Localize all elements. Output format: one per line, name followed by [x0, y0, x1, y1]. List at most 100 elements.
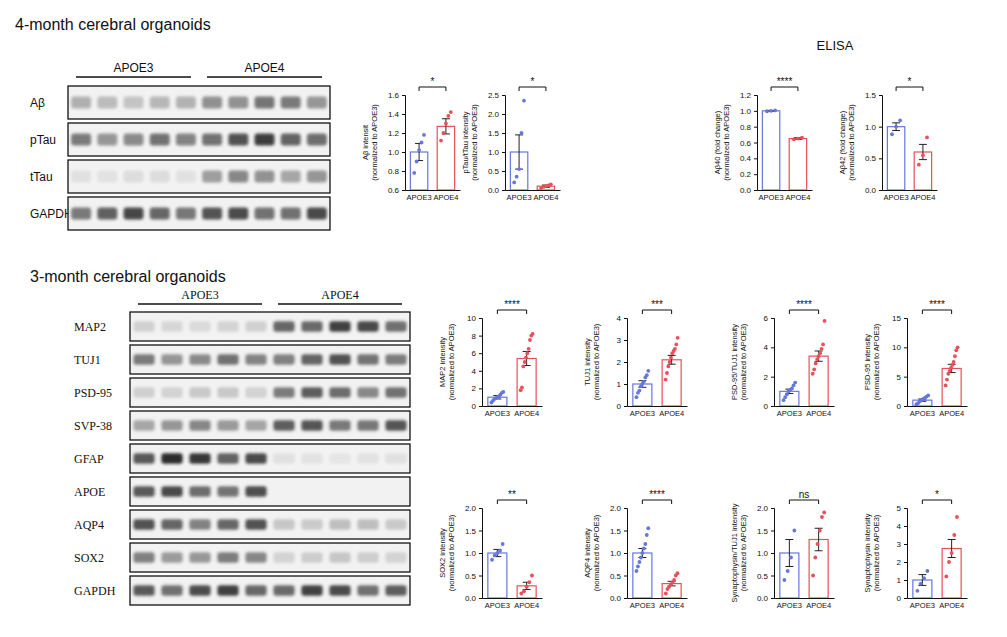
- data-point: [925, 136, 929, 140]
- x-tick-label: APOE3: [777, 409, 802, 418]
- x-axis: APOE3 APOE4: [483, 598, 543, 610]
- significance-label: ****: [777, 76, 793, 87]
- y-tick-label: 1.5: [610, 527, 622, 536]
- y-tick: 0.8: [388, 167, 405, 176]
- y-axis-title-line: AQP4 intensity: [583, 528, 592, 578]
- y-tick: 2.0: [488, 110, 505, 119]
- blot-band: [217, 354, 238, 364]
- bar-chart: 0.00.51.01.52.0APOE3APOE4Synaptophysin/T…: [730, 489, 835, 610]
- y-tick-label: 10: [467, 314, 476, 323]
- y-tick-mark: [624, 406, 627, 407]
- error-stem: [519, 135, 520, 169]
- blot-band: [301, 585, 322, 595]
- data-point: [515, 175, 519, 179]
- y-tick: 6: [472, 349, 482, 358]
- y-tick-mark: [754, 190, 757, 191]
- y-tick-mark: [904, 318, 907, 319]
- blot-section: 4-month cerebral organoidsAPOE3APOE4AβpT…: [15, 16, 330, 230]
- y-axis: 0.00.51.01.52.02.5: [488, 91, 506, 195]
- y-tick: 6: [764, 314, 774, 323]
- y-tick: 0.0: [740, 186, 757, 195]
- x-tick: APOE4: [910, 190, 935, 202]
- data-point: [527, 347, 531, 351]
- blot-band: [301, 552, 322, 562]
- y-tick: 1.6: [388, 91, 405, 100]
- blot-row-label: SOX2: [74, 551, 104, 565]
- data-point: [645, 373, 649, 377]
- y-tick-label: 3: [617, 336, 622, 345]
- y-tick-label: 2.5: [488, 91, 500, 100]
- y-axis-title: MAP2 intensity(normalized to APOE3): [438, 323, 456, 400]
- significance-bracket: [789, 500, 818, 504]
- data-point: [816, 542, 820, 546]
- blot-band: [281, 208, 301, 220]
- plot-marks: [410, 110, 454, 190]
- data-point: [947, 560, 951, 564]
- y-axis: 051015: [892, 314, 907, 411]
- error-cap: [668, 355, 676, 356]
- x-tick-label: APOE3: [485, 601, 510, 610]
- x-tick: APOE4: [514, 598, 539, 610]
- blot-band: [301, 387, 322, 397]
- data-point: [524, 356, 528, 360]
- blot-band: [307, 208, 327, 220]
- plot-marks: [913, 345, 961, 406]
- group-label: APOE3: [113, 61, 153, 75]
- bar: [789, 139, 806, 190]
- y-tick: 0.5: [610, 572, 627, 581]
- data-point: [818, 351, 822, 355]
- x-tick-label: APOE3: [884, 193, 909, 202]
- data-point: [919, 582, 923, 586]
- blot-row-label: PSD-95: [74, 386, 112, 400]
- blot-section: 3-month cerebral organoidsAPOE3APOE4MAP2…: [30, 268, 410, 605]
- data-point: [664, 378, 668, 382]
- blot-band: [189, 519, 210, 529]
- blot-band: [133, 585, 154, 595]
- y-tick-mark: [904, 544, 907, 545]
- y-tick-mark: [624, 340, 627, 341]
- error-bar: [948, 540, 956, 558]
- error-bar: [918, 575, 926, 586]
- blot-band: [385, 585, 406, 595]
- y-tick-mark: [624, 318, 627, 319]
- error-bar: [415, 143, 423, 160]
- blot-band: [273, 519, 294, 529]
- blot-frame: [68, 86, 330, 119]
- blot-band: [245, 552, 266, 562]
- y-tick: 0.5: [465, 572, 482, 581]
- blot-band: [255, 134, 275, 146]
- y-tick: 2: [897, 558, 907, 567]
- bar-chart: 0246APOE3APOE4PSD-95/TUJ1 intensity(norm…: [730, 299, 835, 418]
- y-tick: 15: [892, 314, 907, 323]
- bar-chart: 051015APOE3APOE4PSD-95 intensity(normali…: [863, 299, 968, 418]
- data-point: [523, 360, 527, 364]
- blot-row-label: TUJ1: [74, 353, 101, 367]
- bar: [633, 384, 652, 406]
- y-axis: 0.00.20.40.60.81.01.2: [740, 91, 758, 195]
- y-tick-mark: [754, 127, 757, 128]
- blot-band: [189, 585, 210, 595]
- blot-band: [281, 171, 301, 183]
- y-tick-label: 0: [617, 402, 622, 411]
- data-point: [635, 395, 639, 399]
- y-axis: 01234: [617, 314, 628, 411]
- x-axis: APOE3APOE4: [483, 406, 543, 418]
- y-tick: 4: [472, 367, 482, 376]
- x-axis-line: [883, 190, 938, 191]
- y-tick-mark: [754, 143, 757, 144]
- y-tick-mark: [502, 133, 505, 134]
- blot-band: [133, 420, 154, 430]
- x-axis-line: [483, 406, 543, 407]
- y-tick: 0.8: [740, 123, 757, 132]
- data-point: [956, 345, 960, 349]
- bar: [913, 580, 932, 598]
- y-tick-label: 6: [764, 314, 769, 323]
- data-point: [530, 574, 534, 578]
- x-axis: APOE3APOE4: [506, 190, 561, 202]
- y-tick: 3: [617, 336, 627, 345]
- y-tick-mark: [624, 508, 627, 509]
- blot-band: [189, 420, 210, 430]
- significance-label: ****: [796, 299, 812, 310]
- y-tick: 4: [897, 522, 907, 531]
- y-tick-mark: [754, 95, 757, 96]
